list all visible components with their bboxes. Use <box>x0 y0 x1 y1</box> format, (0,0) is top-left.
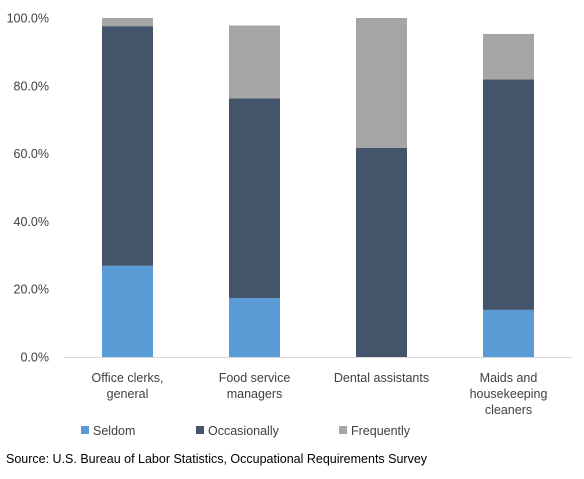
bar-segment-occasionally <box>356 147 407 357</box>
legend-item-occasionally: Occasionally <box>196 424 280 438</box>
bar-segment-seldom <box>102 265 153 357</box>
y-axis-tick-labels: 0.0% 20.0% 40.0% 60.0% 80.0% 100.0% <box>7 12 49 365</box>
x-category-label: Food service managers <box>219 371 291 401</box>
bar-segment-seldom <box>229 298 280 357</box>
legend-label: Frequently <box>351 424 411 438</box>
bars-group <box>102 18 534 357</box>
legend: Seldom Occasionally Frequently <box>81 424 411 438</box>
y-tick-label: 40.0% <box>14 215 49 229</box>
legend-label: Occasionally <box>208 424 280 438</box>
bar-segment-frequently <box>229 25 280 99</box>
source-note: Source: U.S. Bureau of Labor Statistics,… <box>6 452 428 466</box>
x-category-label: Dental assistants <box>334 371 429 385</box>
legend-label: Seldom <box>93 424 135 438</box>
y-tick-label: 0.0% <box>21 351 50 365</box>
bar-segment-frequently <box>483 33 534 80</box>
y-tick-label: 20.0% <box>14 283 49 297</box>
legend-swatch <box>81 426 89 434</box>
y-tick-label: 100.0% <box>7 12 49 26</box>
legend-item-seldom: Seldom <box>81 424 135 438</box>
bar-segment-seldom <box>483 309 534 357</box>
legend-swatch <box>196 426 204 434</box>
x-category-label: Maids and housekeeping cleaners <box>470 371 548 417</box>
y-tick-label: 60.0% <box>14 147 49 161</box>
bar-segment-occasionally <box>102 26 153 266</box>
bar-segment-frequently <box>102 18 153 27</box>
legend-item-frequently: Frequently <box>339 424 411 438</box>
y-tick-label: 80.0% <box>14 79 49 93</box>
x-axis-category-labels: Office clerks, general Food service manager… <box>91 371 547 417</box>
bar-segment-frequently <box>356 18 407 148</box>
legend-swatch <box>339 426 347 434</box>
bar-segment-occasionally <box>229 98 280 299</box>
bar-segment-occasionally <box>483 79 534 310</box>
x-category-label: Office clerks, general <box>91 371 163 401</box>
